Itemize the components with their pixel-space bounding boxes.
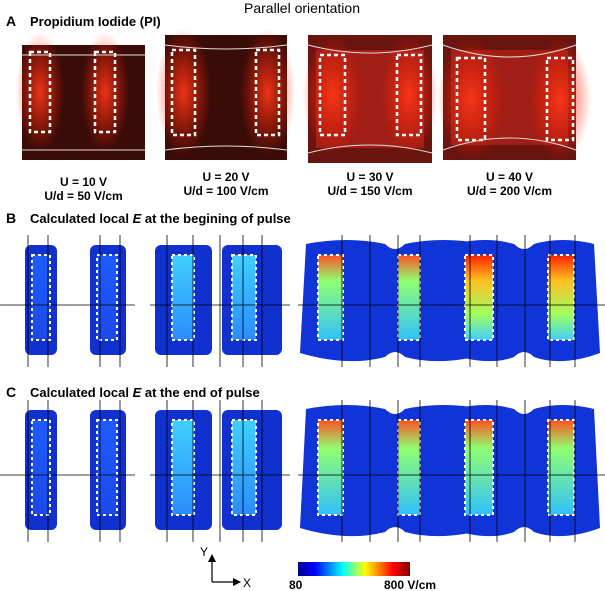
field-hotspot <box>32 420 50 515</box>
electrode-outline <box>31 254 51 341</box>
condition-voltage: U = 20 V <box>202 170 249 184</box>
field-hotspot <box>97 255 117 340</box>
field-map <box>0 235 135 367</box>
panel-letter: C <box>6 384 16 400</box>
panel-title: Propidium Iodide (PI) <box>30 14 161 29</box>
panel-title: Calculated local E at the begining of pu… <box>30 211 291 226</box>
electrode-outline <box>231 419 257 516</box>
condition-voltage: U = 10 V <box>60 175 107 189</box>
field-map <box>150 235 290 367</box>
field-hotspot <box>32 255 50 340</box>
electrode-outline <box>28 50 52 134</box>
figure-title: Parallel orientation <box>244 0 360 16</box>
condition-voltage: U = 40 V <box>486 170 533 184</box>
field-hotspot <box>548 420 574 515</box>
colorbar-gradient <box>298 562 410 576</box>
electrode-outline <box>96 254 118 341</box>
axes-indicator: Y X <box>200 545 251 590</box>
condition-field: U/d = 100 V/cm <box>183 184 268 198</box>
panel-title: Calculated local E at the end of pulse <box>30 385 260 400</box>
field-map <box>298 400 492 542</box>
electrode-outline <box>455 56 487 142</box>
field-maps <box>0 235 605 542</box>
condition-voltage: U = 30 V <box>346 170 393 184</box>
arrow-head <box>233 578 241 586</box>
electrode-outline <box>93 50 117 134</box>
title-part: E <box>133 385 142 400</box>
electrode-outline <box>547 254 575 341</box>
electrode-outline <box>254 48 281 137</box>
electrode-outline <box>464 254 494 341</box>
field-hotspot <box>465 420 493 515</box>
electrode-outline <box>545 56 575 142</box>
electrode-outline <box>170 48 197 137</box>
field-hotspot <box>97 420 117 515</box>
field-body <box>300 240 490 362</box>
field-hotspot <box>318 255 343 340</box>
condition-field: U/d = 200 V/cm <box>467 184 552 198</box>
colorbar: 80 800 V/cm <box>289 562 436 591</box>
axis-label: Y <box>200 545 208 559</box>
electrode-outline <box>31 419 51 516</box>
field-hotspot <box>172 255 194 340</box>
pi-glow <box>155 28 212 157</box>
field-map <box>446 400 605 542</box>
title-part: E <box>133 211 142 226</box>
field-map <box>0 400 135 542</box>
panel-letter: A <box>6 13 16 29</box>
field-hotspot <box>398 420 420 515</box>
title-part: at the end of pulse <box>141 385 259 400</box>
field-map <box>150 400 290 542</box>
field-hotspot <box>318 420 343 515</box>
condition-field: U/d = 150 V/cm <box>327 184 412 198</box>
electrode-outline <box>317 254 344 341</box>
title-part: Calculated local <box>30 385 133 400</box>
field-hotspot <box>172 420 194 515</box>
electrode-outline <box>171 419 195 516</box>
pi-glow <box>437 37 505 161</box>
cell-contour <box>442 44 577 151</box>
field-hotspot <box>232 255 256 340</box>
colorbar-label: 80 <box>289 578 303 591</box>
pi-glow <box>239 28 296 157</box>
pi-glow <box>528 37 592 161</box>
electrode-outline <box>231 254 257 341</box>
pi-glow <box>81 32 129 152</box>
condition-field: U/d = 50 V/cm <box>44 189 122 203</box>
pi-glow <box>380 35 438 155</box>
field-hotspot <box>232 420 256 515</box>
field-hotspot <box>398 255 420 340</box>
cell-contour <box>307 44 433 154</box>
electrode-outline <box>547 419 575 516</box>
arrow-head <box>208 554 216 562</box>
axis-label: X <box>243 576 251 590</box>
electrode-outline <box>318 53 347 137</box>
cell-contour <box>164 44 288 151</box>
title-part: Calculated local <box>30 211 133 226</box>
field-hotspot <box>548 255 574 340</box>
pi-images: U = 10 VU/d = 50 V/cm U = 20 VU/d = 100 V… <box>16 28 592 203</box>
electrode-outline <box>395 53 423 137</box>
electrode-outline <box>96 419 118 516</box>
cell-contour <box>21 54 145 151</box>
electrode-outline <box>317 419 344 516</box>
field-body <box>300 405 490 537</box>
field-hotspot <box>465 255 493 340</box>
field-map <box>446 235 605 367</box>
panel-letter: B <box>6 210 16 226</box>
electrode-outline <box>464 419 494 516</box>
pi-glow <box>16 32 64 152</box>
title-part: at the begining of pulse <box>141 211 291 226</box>
colorbar-label: 800 V/cm <box>384 578 436 591</box>
pi-glow <box>302 35 363 155</box>
